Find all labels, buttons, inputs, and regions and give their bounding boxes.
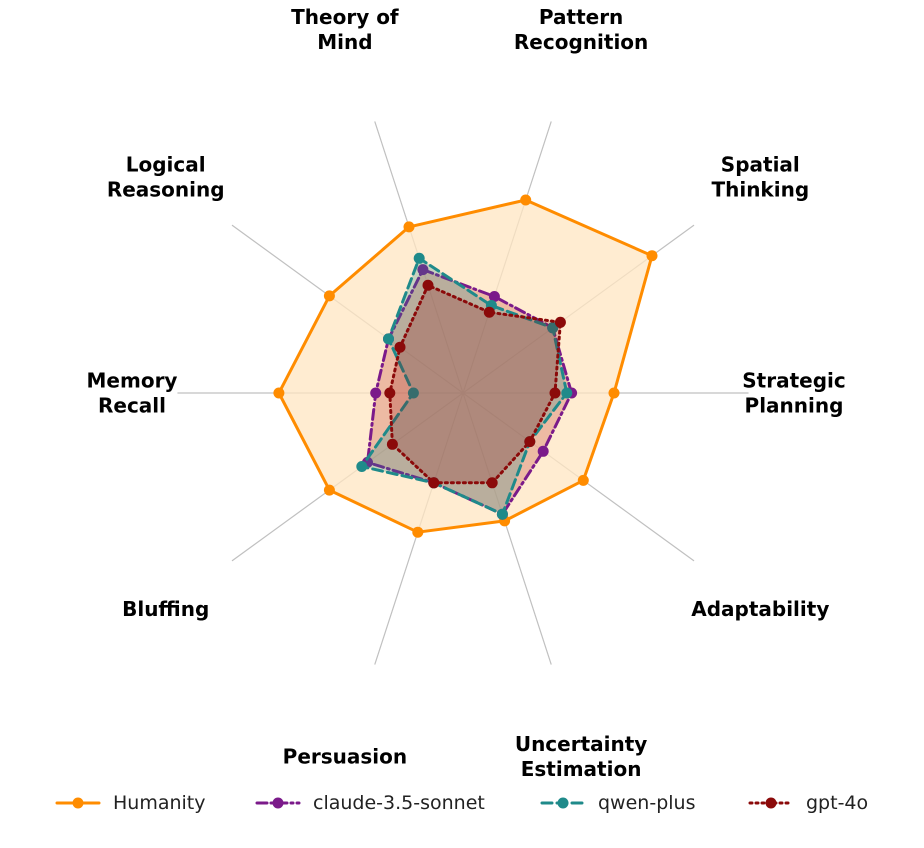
data-point-uncertainty-estimation <box>486 477 498 489</box>
axis-label-line: Persuasion <box>283 744 407 768</box>
legend-item-qwen-plus: qwen-plus <box>540 783 695 823</box>
legend-label: gpt-4o <box>806 792 869 814</box>
data-point-spatial-thinking <box>554 316 566 328</box>
axis-label-line: Recall <box>98 394 166 418</box>
axis-label-spatial-thinking: Spatial Thinking <box>711 153 809 202</box>
data-point-pattern-recognition <box>483 306 495 318</box>
axis-label-strategic-planning: Strategic Planning <box>742 369 845 418</box>
legend-item-gpt-4o: gpt-4o <box>748 783 868 823</box>
series-area <box>367 269 572 515</box>
axis-label-line: Planning <box>745 394 844 418</box>
data-point-theory-of-mind <box>417 264 429 276</box>
series-gpt-4o <box>384 279 566 489</box>
legend-item-claude-3-5-sonnet: claude-3.5-sonnet <box>255 783 485 823</box>
axis-label-adaptability: Adaptability <box>691 597 829 621</box>
legend-swatch <box>255 797 301 809</box>
data-point-memory-recall <box>370 387 382 399</box>
series-area <box>389 285 561 483</box>
legend-swatch <box>55 797 101 809</box>
data-point-uncertainty-estimation <box>496 508 508 520</box>
axis-label-uncertainty-estimation: Uncertainty Estimation <box>515 732 648 780</box>
data-point-bluffing <box>323 484 335 496</box>
legend-swatch <box>540 797 586 809</box>
series-area <box>361 258 567 515</box>
axis-label-line: Theory of <box>291 5 399 29</box>
data-point-adaptability <box>524 436 536 448</box>
data-point-strategic-planning <box>561 387 573 399</box>
legend-swatch-marker <box>765 797 777 809</box>
data-point-logical-reasoning <box>383 333 394 345</box>
data-point-adaptability <box>577 474 589 486</box>
legend: Humanity claude-3.5-sonnet qwen-plus gpt-4o <box>0 783 924 823</box>
series-humanity <box>273 194 658 538</box>
legend-swatch-marker <box>72 797 84 809</box>
data-point-pattern-recognition <box>488 291 500 302</box>
data-point-bluffing <box>386 438 398 450</box>
series-area <box>278 200 652 533</box>
radar-series <box>273 194 658 538</box>
axis-label-line: Pattern <box>539 5 623 29</box>
data-point-theory-of-mind <box>413 252 425 264</box>
data-point-spatial-thinking <box>547 322 559 334</box>
legend-swatch-marker <box>272 797 284 809</box>
axis-label-line: Bluffing <box>122 597 209 621</box>
axis-label-memory-recall: Memory Recall <box>87 369 178 418</box>
axis-label-line: Mind <box>317 30 372 54</box>
axis-label-line: Memory <box>87 369 178 393</box>
axis-label-logical-reasoning: Logical Reasoning <box>107 153 225 202</box>
axis-label-line: Adaptability <box>691 597 829 621</box>
data-point-theory-of-mind <box>403 221 415 233</box>
data-point-memory-recall <box>273 387 285 399</box>
data-point-spatial-thinking <box>646 250 658 262</box>
series-qwen-plus <box>356 252 573 520</box>
axis-label-line: Recognition <box>514 30 648 54</box>
axis-label-line: Strategic <box>742 369 845 393</box>
data-point-strategic-planning <box>608 387 620 399</box>
data-point-logical-reasoning <box>394 341 406 353</box>
data-point-memory-recall <box>407 387 419 399</box>
data-point-bluffing <box>356 461 368 472</box>
legend-label: qwen-plus <box>598 792 696 814</box>
data-point-persuasion <box>428 477 440 489</box>
legend-swatch <box>748 797 794 809</box>
legend-swatch-marker <box>557 797 569 809</box>
axis-label-pattern-recognition: Pattern Recognition <box>514 5 648 54</box>
data-point-memory-recall <box>384 387 396 399</box>
axis-label-line: Reasoning <box>107 178 225 202</box>
axis-label-line: Estimation <box>521 757 642 780</box>
axis-label-theory-of-mind: Theory of Mind <box>291 5 399 54</box>
legend-label: claude-3.5-sonnet <box>313 792 485 814</box>
axis-label-bluffing: Bluffing <box>122 597 209 621</box>
data-point-adaptability <box>537 445 549 457</box>
axis-label-line: Thinking <box>711 178 809 202</box>
axis-label-persuasion: Persuasion <box>283 744 407 768</box>
data-point-theory-of-mind <box>422 279 434 291</box>
data-point-logical-reasoning <box>323 290 335 302</box>
axis-label-line: Uncertainty <box>515 732 648 756</box>
legend-label: Humanity <box>113 792 206 814</box>
legend-item-humanity: Humanity <box>55 783 206 823</box>
data-point-persuasion <box>412 526 424 538</box>
axis-label-line: Logical <box>126 153 206 177</box>
axis-label-line: Spatial <box>721 153 800 177</box>
data-point-pattern-recognition <box>520 194 532 206</box>
data-point-strategic-planning <box>549 387 561 399</box>
